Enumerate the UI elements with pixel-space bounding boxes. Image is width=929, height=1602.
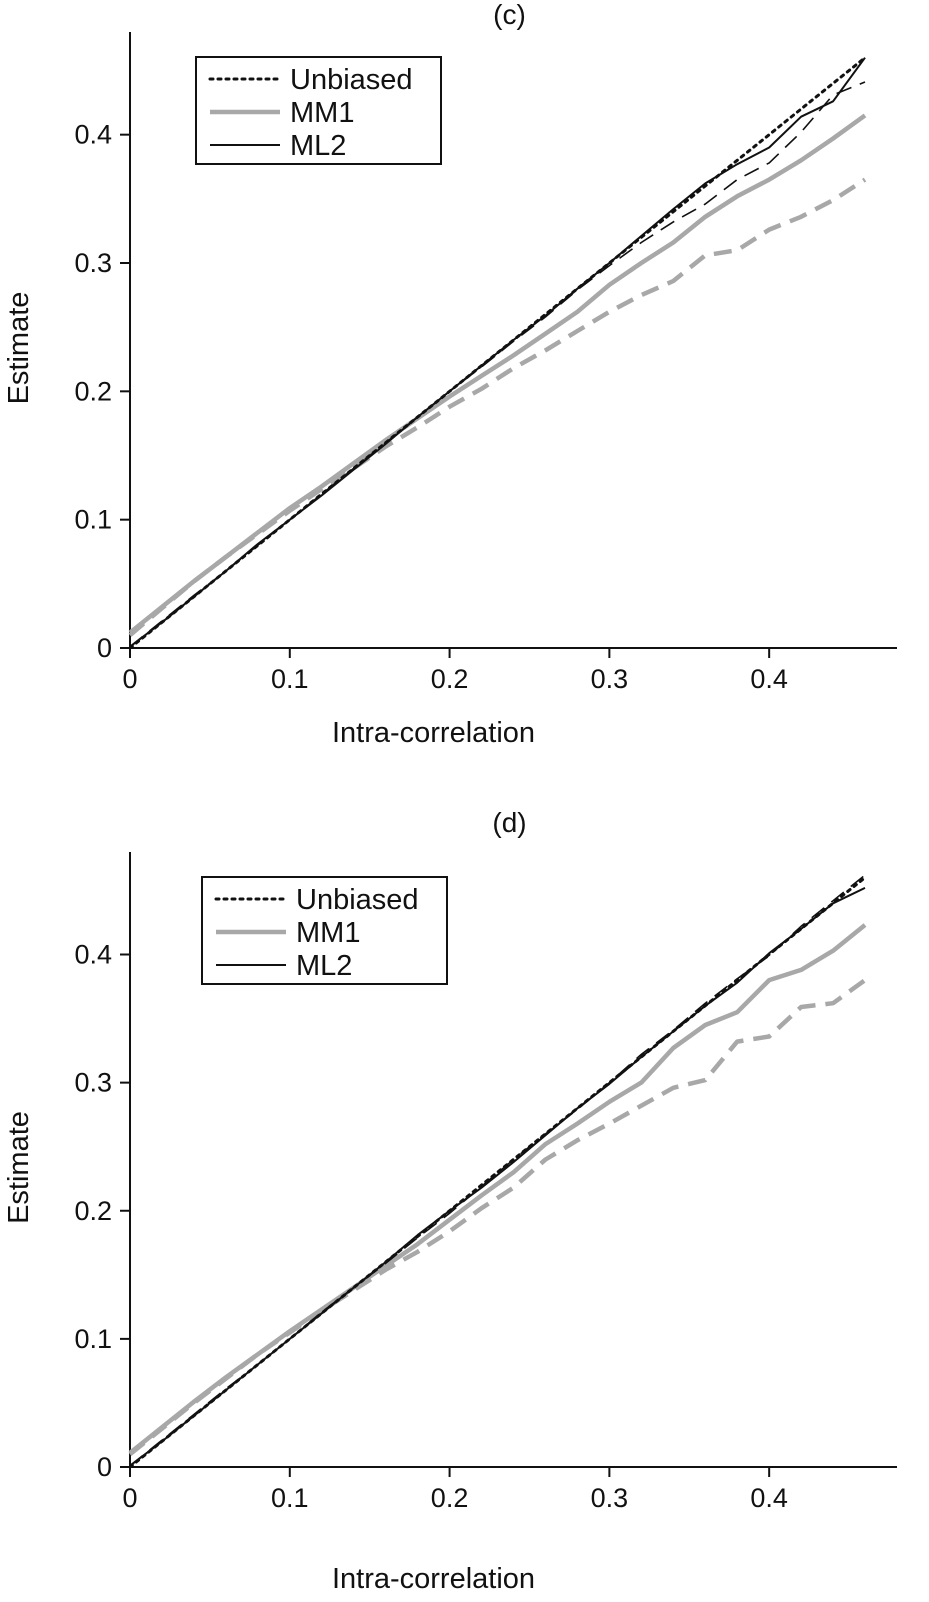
y-tick-label: 0.4	[74, 120, 112, 150]
legend-label: MM1	[290, 97, 354, 129]
x-tick-label: 0.3	[591, 1483, 629, 1513]
y-axis-label: Estimate	[3, 292, 35, 405]
series-line-solid-black	[129, 886, 866, 1467]
series-line-solid-gray	[128, 113, 867, 635]
y-tick-label: 0.1	[74, 505, 112, 535]
series-line-solid-gray	[128, 923, 867, 1455]
y-axis-label: Estimate	[3, 1111, 35, 1224]
x-axis-label: Intra-correlation	[332, 717, 535, 749]
chart-panel-c: (c) 0 0.1 0.2 0.3 0.4 0 0.1 0.2 0.3 0.4 Intra-corre…	[3, 0, 897, 749]
y-tick-label: 0.3	[74, 1068, 112, 1098]
y-tick-label: 0.1	[74, 1324, 112, 1354]
x-axis-label: Intra-correlation	[332, 1563, 535, 1595]
x-tick-label: 0	[122, 664, 137, 694]
x-tick-label: 0	[122, 1483, 137, 1513]
y-tick-label: 0.2	[74, 1196, 112, 1226]
y-tick-label: 0.2	[74, 376, 112, 406]
legend-label: ML2	[296, 950, 352, 982]
chart-title: (c)	[493, 0, 526, 30]
series-line-solid-black	[129, 57, 866, 648]
y-tick-label: 0.3	[74, 248, 112, 278]
legend-label: Unbiased	[290, 64, 413, 96]
series-line-dashed-gray	[128, 177, 867, 637]
y-tick-label: 0.4	[74, 940, 112, 970]
legend-label: Unbiased	[296, 884, 419, 916]
legend-label: ML2	[290, 130, 346, 162]
x-tick-label: 0.3	[591, 664, 629, 694]
x-tick-label: 0.2	[431, 1483, 469, 1513]
chart-title: (d)	[492, 807, 526, 838]
x-tick-label: 0.1	[271, 664, 309, 694]
x-tick-label: 0.4	[750, 1483, 788, 1513]
y-tick-label: 0	[97, 1452, 112, 1482]
x-tick-label: 0.2	[431, 664, 469, 694]
y-tick-label: 0	[97, 633, 112, 663]
x-tick-label: 0.4	[750, 664, 788, 694]
x-tick-label: 0.1	[271, 1483, 309, 1513]
chart-panel-d: (d) 0 0.1 0.2 0.3 0.4 0 0.1 0.2 0.3 0.4 Intra-corre…	[3, 807, 897, 1595]
legend-label: MM1	[296, 917, 360, 949]
series-line-dashed-gray	[128, 978, 867, 1456]
